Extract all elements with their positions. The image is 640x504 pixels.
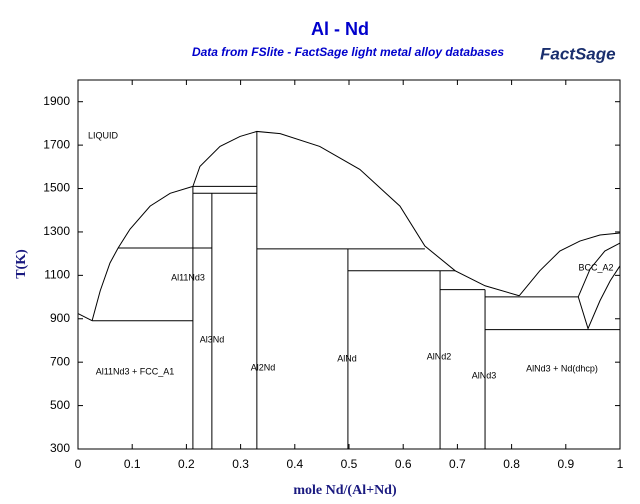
y-tick-label: 700 xyxy=(50,354,70,368)
x-tick-label: 0.2 xyxy=(178,457,195,471)
region-label: BCC_A2 xyxy=(578,262,613,272)
plot-frame xyxy=(77,79,621,450)
y-tick-label: 500 xyxy=(50,398,70,412)
y-tick-label: 1900 xyxy=(43,94,70,108)
x-tick-label: 0.3 xyxy=(232,457,249,471)
phase-boundary xyxy=(518,232,621,297)
x-tick-label: 0.1 xyxy=(124,457,141,471)
region-label: AlNd2 xyxy=(427,351,452,361)
region-label: LIQUID xyxy=(88,130,119,140)
x-tick-label: 0.8 xyxy=(503,457,520,471)
region-label: Al3Nd xyxy=(200,334,225,344)
region-label: Al2Nd xyxy=(251,362,276,372)
x-tick-label: 0 xyxy=(75,457,82,471)
y-tick-label: 1700 xyxy=(43,137,70,151)
x-tick-label: 0.6 xyxy=(395,457,412,471)
y-tick-label: 1100 xyxy=(44,268,70,282)
x-tick-label: 0.9 xyxy=(557,457,574,471)
region-label: AlNd xyxy=(337,353,357,363)
x-tick-label: 0.7 xyxy=(449,457,466,471)
x-axis-label: mole Nd/(Al+Nd) xyxy=(293,483,397,498)
phase-boundary xyxy=(577,265,621,330)
logo: FactSage xyxy=(540,44,616,63)
y-tick-label: 1300 xyxy=(43,224,70,238)
region-label: AlNd3 xyxy=(472,370,497,380)
x-tick-label: 1 xyxy=(617,457,624,471)
y-axis-label: T(K) xyxy=(14,249,29,279)
y-tick-label: 1500 xyxy=(43,181,70,195)
region-label: Al11Nd3 + FCC_A1 xyxy=(96,366,175,376)
phase-boundary xyxy=(77,313,93,322)
region-label: AlNd3 + Nd(dhcp) xyxy=(526,363,598,373)
chart-title: Al - Nd xyxy=(311,19,369,39)
y-tick-label: 300 xyxy=(50,441,70,455)
x-tick-label: 0.4 xyxy=(286,457,303,471)
region-label: Al11Nd3 xyxy=(171,272,205,282)
y-tick-label: 900 xyxy=(50,311,70,325)
phase-boundary xyxy=(91,185,194,321)
x-tick-label: 0.5 xyxy=(341,457,358,471)
chart-subtitle: Data from FSlite - FactSage light metal … xyxy=(192,45,504,59)
phase-boundary xyxy=(577,242,621,298)
